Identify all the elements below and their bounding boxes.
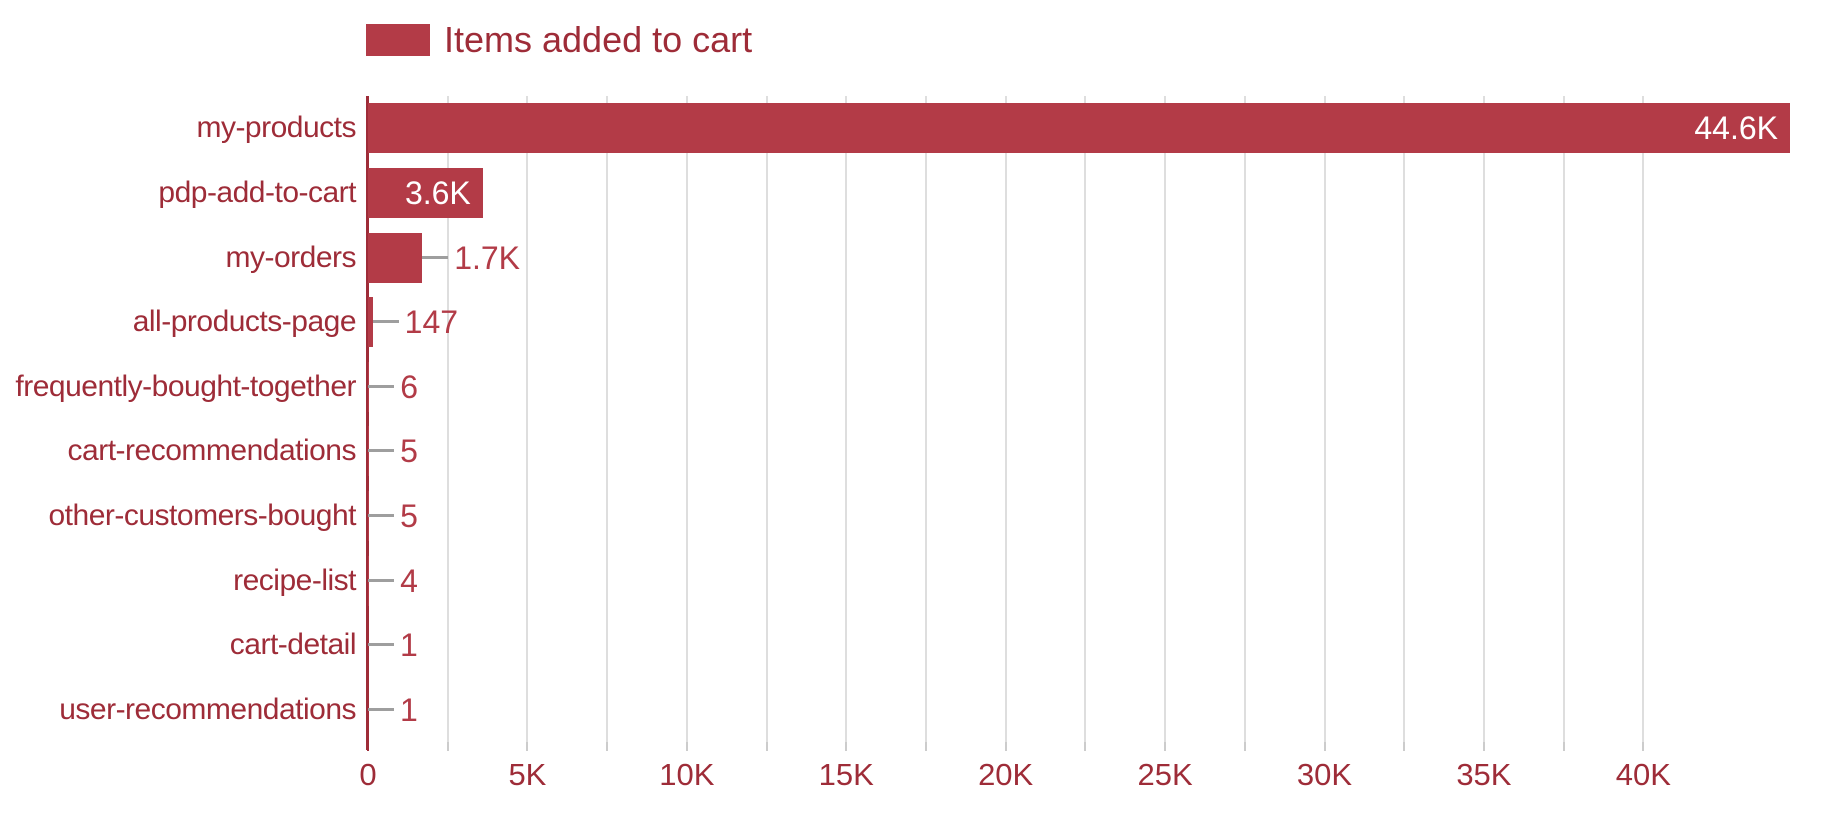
chart-legend[interactable]: Items added to cart xyxy=(366,19,753,60)
gridline xyxy=(1004,96,1007,742)
x-axis-tick xyxy=(1403,742,1406,751)
bar-value-label: 44.6K xyxy=(1694,110,1778,147)
bar[interactable] xyxy=(368,232,423,283)
x-axis-tick-label: 35K xyxy=(1456,757,1512,792)
x-axis-tick xyxy=(446,742,449,751)
bar-value-label: 1.7K xyxy=(454,239,521,276)
gridline xyxy=(1642,96,1645,742)
bar-value-label: 5 xyxy=(400,497,418,534)
gridline xyxy=(1403,96,1406,742)
category-label: cart-recommendations xyxy=(67,434,357,468)
category-label: user-recommendations xyxy=(59,692,356,726)
x-axis-tick xyxy=(1004,742,1007,751)
category-label: my-orders xyxy=(225,240,356,274)
x-axis-tick xyxy=(1642,742,1645,751)
gridline xyxy=(924,96,927,742)
x-axis-tick-label: 0 xyxy=(359,757,377,792)
x-axis-tick xyxy=(765,742,768,751)
y-axis-line xyxy=(366,96,369,750)
bar-value-label: 1 xyxy=(400,627,418,664)
value-connector-line xyxy=(368,513,395,517)
category-label: cart-detail xyxy=(229,628,357,662)
x-axis-tick xyxy=(685,742,688,751)
category-label: other-customers-bought xyxy=(48,498,357,532)
category-label: pdp-add-to-cart xyxy=(158,175,356,209)
gridline xyxy=(1323,96,1326,742)
category-label: my-products xyxy=(196,111,356,145)
gridline xyxy=(526,96,529,742)
gridline xyxy=(446,96,449,742)
x-axis-tick xyxy=(845,742,848,751)
gridline xyxy=(845,96,848,742)
x-axis-tick-label: 10K xyxy=(659,757,715,792)
value-connector-line xyxy=(368,578,395,582)
bar-value-label: 3.6K xyxy=(404,174,471,211)
value-connector-line xyxy=(368,449,395,453)
x-axis-tick xyxy=(1323,742,1326,751)
gridline xyxy=(1562,96,1565,742)
bar-value-label: 1 xyxy=(400,691,418,728)
bar[interactable] xyxy=(368,167,483,218)
category-label: all-products-page xyxy=(132,305,357,339)
x-axis-tick xyxy=(1562,742,1565,751)
bar-value-label: 5 xyxy=(400,433,418,470)
bar-value-label: 6 xyxy=(400,368,418,405)
value-connector-line xyxy=(368,643,395,647)
x-axis-tick-label: 25K xyxy=(1137,757,1193,792)
x-axis-tick xyxy=(924,742,927,751)
x-axis-tick-label: 30K xyxy=(1296,757,1353,792)
value-connector-line xyxy=(422,255,449,259)
category-label: frequently-bought-together xyxy=(15,369,356,403)
gridline xyxy=(1084,96,1087,742)
bar[interactable] xyxy=(368,297,373,348)
legend-label: Items added to cart xyxy=(444,19,753,60)
value-connector-line xyxy=(368,384,395,388)
x-axis-tick xyxy=(1084,742,1087,751)
x-axis-tick xyxy=(1482,742,1485,751)
gridline xyxy=(1164,96,1167,742)
bar-value-label: 4 xyxy=(400,562,418,599)
x-axis-tick xyxy=(526,742,529,751)
x-axis-tick-label: 15K xyxy=(818,757,874,792)
gridline xyxy=(1482,96,1485,742)
bar[interactable] xyxy=(368,103,1790,154)
legend-swatch[interactable] xyxy=(366,24,430,56)
x-axis-tick xyxy=(367,742,369,751)
value-connector-line xyxy=(368,707,395,711)
x-axis-tick xyxy=(1243,742,1246,751)
gridline xyxy=(1243,96,1246,742)
x-axis-tick xyxy=(1164,742,1167,751)
gridline xyxy=(765,96,768,742)
x-axis-tick-label: 40K xyxy=(1615,757,1671,792)
x-axis-tick-label: 5K xyxy=(508,757,547,792)
gridline xyxy=(685,96,688,742)
x-axis-tick-label: 20K xyxy=(978,757,1034,792)
category-label: recipe-list xyxy=(233,563,356,597)
value-connector-line xyxy=(372,320,399,324)
gridline xyxy=(606,96,609,742)
x-axis-tick xyxy=(606,742,609,751)
bar-value-label: 147 xyxy=(404,304,459,341)
